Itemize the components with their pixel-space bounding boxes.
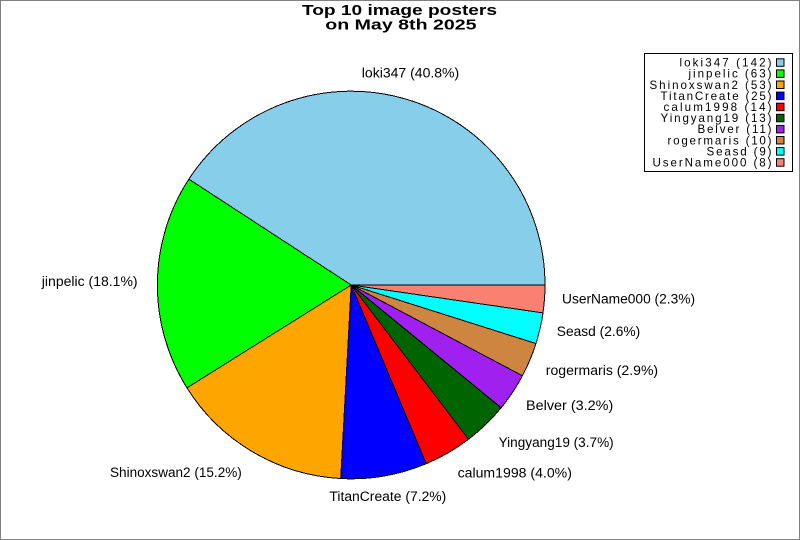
svg-text:Seasd (2.6%): Seasd (2.6%): [557, 324, 640, 339]
svg-text:loki347 (40.8%): loki347 (40.8%): [362, 65, 459, 80]
svg-text:calum1998 (14): calum1998 (14): [664, 101, 772, 114]
svg-text:Belver (3.2%): Belver (3.2%): [526, 398, 613, 413]
svg-text:UserName000 (2.3%): UserName000 (2.3%): [562, 292, 695, 307]
svg-text:Yingyang19 (3.7%): Yingyang19 (3.7%): [499, 435, 614, 450]
svg-text:calum1998 (4.0%): calum1998 (4.0%): [458, 465, 572, 480]
svg-text:Top 10 image posters: Top 10 image posters: [302, 2, 497, 19]
svg-text:jinpelic (63): jinpelic (63): [688, 68, 772, 81]
svg-text:rogermaris (2.9%): rogermaris (2.9%): [546, 363, 658, 378]
svg-text:on May 8th 2025: on May 8th 2025: [325, 17, 476, 34]
svg-text:TitanCreate (7.2%): TitanCreate (7.2%): [329, 489, 446, 504]
svg-text:UserName000 (8): UserName000 (8): [653, 157, 772, 170]
svg-text:jinpelic (18.1%): jinpelic (18.1%): [41, 274, 138, 289]
svg-text:Shinoxswan2 (53): Shinoxswan2 (53): [650, 79, 772, 92]
svg-text:rogermaris (10): rogermaris (10): [668, 134, 772, 147]
svg-text:Belver (11): Belver (11): [698, 123, 772, 136]
svg-text:Shinoxswan2 (15.2%): Shinoxswan2 (15.2%): [110, 465, 242, 480]
